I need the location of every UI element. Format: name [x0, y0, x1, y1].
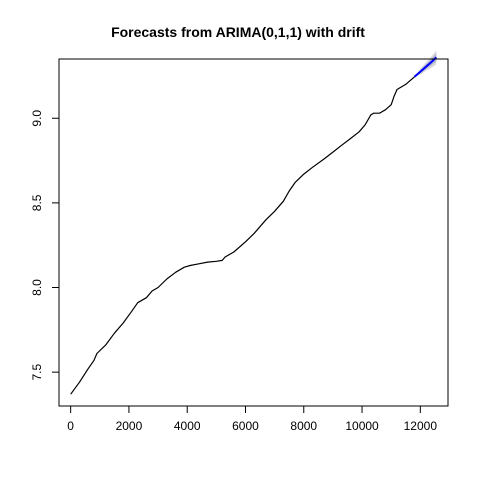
observed-line: [70, 76, 415, 395]
y-tick-label: 9.0: [30, 110, 44, 127]
x-tick-label: 10000: [345, 419, 379, 433]
forecast-line: [413, 56, 437, 78]
x-axis: 0 2000 4000 6000 8000 10000 12000: [67, 405, 438, 433]
ci95-band: [414, 50, 437, 77]
plot-frame: [58, 58, 449, 407]
y-tick-label: 8.5: [30, 194, 44, 211]
x-tick-label: 6000: [232, 419, 259, 433]
y-tick-label: 8.0: [30, 279, 44, 296]
chart-title: Forecasts from ARIMA(0,1,1) with drift: [111, 24, 365, 40]
series-lines: [70, 56, 437, 395]
x-tick-label: 8000: [290, 419, 317, 433]
x-tick-label: 0: [67, 419, 74, 433]
x-tick-label: 4000: [174, 419, 201, 433]
x-tick-label: 12000: [404, 419, 438, 433]
y-axis: 7.5 8.0 8.5 9.0: [30, 110, 60, 380]
x-tick-label: 2000: [116, 419, 143, 433]
y-tick-label: 7.5: [30, 363, 44, 380]
